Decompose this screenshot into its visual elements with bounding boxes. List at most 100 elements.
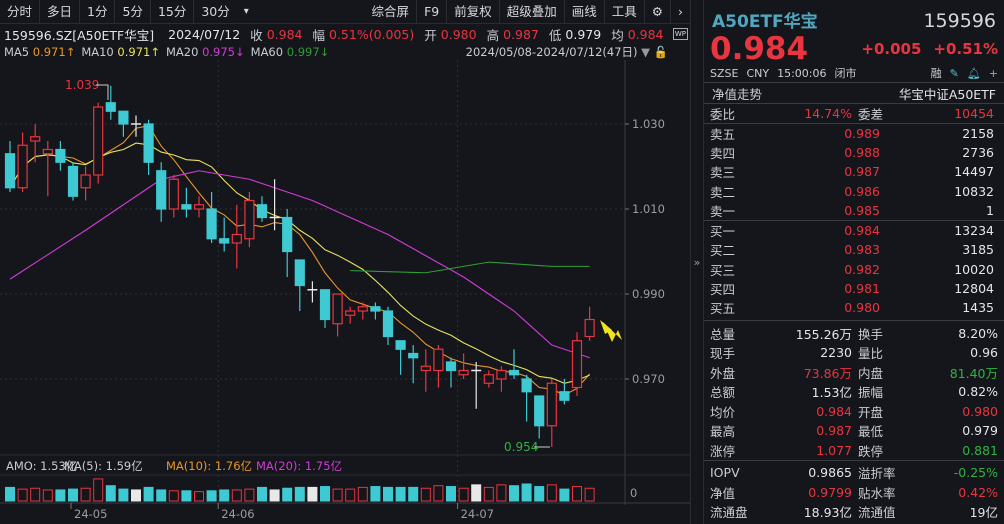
kline-chart[interactable]: 1.030 1.010 0.990 0.970 24-05 24-06 24-07 1.0…: [0, 0, 690, 524]
bid-row[interactable]: 买二 0.983 3185: [704, 240, 1004, 259]
date-tick-label: 24-07: [461, 507, 494, 521]
tracked-index: 华宝中证A50ETF: [898, 86, 996, 102]
tab-multi-day[interactable]: 多日: [40, 0, 81, 24]
volume-bar: [206, 490, 217, 502]
add-icon[interactable]: +: [988, 66, 998, 80]
volume-bar: [496, 484, 507, 502]
price-tick-label: 1.010: [632, 202, 665, 216]
bid-qty: 10020: [954, 261, 994, 277]
volume-axis-zero: 0: [630, 486, 637, 500]
chevron-right-icon[interactable]: ›: [678, 3, 683, 19]
stats-table: 总量 155.26万 换手 8.20% 现手 2230 量比 0.96 外盘 73.86万 内盘 81…: [704, 320, 1004, 460]
margin-badge: 融: [930, 67, 942, 80]
composite-screen-button[interactable]: 综合屏: [365, 0, 418, 24]
tab-5min[interactable]: 5分: [115, 0, 151, 24]
volume-bar: [345, 488, 356, 502]
draw-line-button[interactable]: 画线: [565, 0, 605, 24]
volume-bar: [17, 488, 28, 502]
ask-row[interactable]: 卖五 0.989 2158: [704, 124, 1004, 143]
price-tick-label: 0.970: [632, 372, 665, 386]
stat-label: 涨停: [710, 443, 736, 459]
candle-body-up: [17, 144, 28, 189]
stat-row: 总量 155.26万 换手 8.20%: [704, 323, 1004, 343]
volume-bar: [483, 486, 494, 502]
ask-row[interactable]: 卖四 0.988 2736: [704, 143, 1004, 162]
tools-button[interactable]: 工具: [605, 0, 645, 24]
candle-body-up: [80, 174, 91, 189]
vol-ma10-label: MA(10): 1.76亿: [166, 459, 252, 473]
bid-row[interactable]: 买一 0.984 13234: [704, 221, 1004, 240]
candle-body-up: [244, 199, 255, 240]
close-value: 0.984: [266, 26, 303, 42]
tab-1min[interactable]: 1分: [80, 0, 116, 24]
ma5-value: 0.971↑: [32, 45, 76, 59]
ask-label: 卖一: [710, 203, 736, 219]
volume-bar: [194, 491, 204, 502]
bid-qty: 13234: [954, 223, 994, 239]
bid-row[interactable]: 买三 0.982 10020: [704, 260, 1004, 279]
tab-intraday[interactable]: 分时: [0, 0, 41, 24]
gear-icon[interactable]: ⚙: [645, 0, 671, 24]
ask-label: 卖四: [710, 145, 736, 161]
ask-qty: 14497: [954, 164, 994, 180]
candle-body-up: [168, 178, 179, 210]
panel-collapse-button[interactable]: »: [690, 0, 704, 524]
candle-body-up: [30, 136, 41, 142]
bar-date: 2024/07/12: [168, 26, 241, 42]
candle-body-up: [357, 306, 368, 312]
vol-ma20-label: MA(20): 1.75亿: [256, 459, 342, 473]
candle-body-down: [534, 395, 545, 427]
vol-ma5-label: MA(5): 1.59亿: [64, 459, 143, 473]
edit-icon[interactable]: ✎: [949, 66, 959, 80]
change-label: 幅: [312, 27, 325, 43]
stat-label: 现手: [710, 346, 736, 362]
volume-bar: [546, 484, 557, 502]
stat-value: 73.86万: [803, 365, 852, 381]
overlay-button[interactable]: 超级叠加: [500, 0, 565, 24]
candle-body-down: [445, 361, 457, 372]
candle-body-down: [370, 306, 381, 312]
stat-label: IOPV: [710, 465, 740, 481]
avg-value: 0.984: [627, 26, 664, 42]
open-label: 开: [424, 27, 437, 43]
stat-value: 0.984: [816, 403, 852, 419]
volume-bar: [458, 487, 469, 502]
stat-row: IOPV 0.9865 溢折率 -0.25%: [704, 463, 1004, 483]
volume-bar: [105, 485, 116, 502]
tab-15min[interactable]: 15分: [151, 0, 195, 24]
grid: [0, 60, 690, 509]
open-value: 0.980: [440, 26, 477, 42]
bid-label: 买一: [710, 224, 736, 240]
f9-button[interactable]: F9: [417, 0, 448, 24]
stat-row: 现手 2230 量比 0.96: [704, 343, 1004, 363]
bid-qty: 1435: [962, 300, 994, 316]
stat-value: 0.42%: [958, 484, 998, 500]
weicha-value: 10454: [954, 105, 994, 121]
period-dropdown-icon[interactable]: ▾: [243, 5, 249, 17]
ma60-label: MA60: [250, 45, 284, 59]
wp-icon[interactable]: WP: [672, 28, 688, 40]
volume-bar: [30, 487, 41, 502]
ask-row[interactable]: 卖一 0.985 1: [704, 201, 1004, 220]
volume-bar: [307, 486, 318, 502]
candle-body-down: [143, 123, 154, 163]
forward-adjust-button[interactable]: 前复权: [447, 0, 500, 24]
ask-label: 卖三: [710, 165, 736, 181]
stat-value: 0.82%: [958, 384, 998, 400]
lock-icon[interactable]: 🔓: [653, 45, 668, 59]
candle-body-up: [420, 365, 431, 372]
candle-body-down: [181, 204, 192, 210]
bell-icon[interactable]: 🔔︎: [966, 66, 981, 80]
bid-row[interactable]: 买四 0.981 12804: [704, 279, 1004, 298]
candle-body-up: [546, 382, 557, 427]
ask-price: 0.986: [844, 183, 880, 199]
ma-lines: [9, 125, 591, 396]
stat-value: 0.979: [962, 423, 998, 439]
bid-row[interactable]: 买五 0.980 1435: [704, 298, 1004, 317]
ask-row[interactable]: 卖二 0.986 10832: [704, 181, 1004, 200]
nav-trend-tab[interactable]: 净值走势: [712, 86, 763, 102]
date-range-selector[interactable]: 2024/05/08-2024/07/12(47日) ▼ 🔓: [465, 45, 668, 59]
ask-row[interactable]: 卖三 0.987 14497: [704, 162, 1004, 181]
volume-bar: [572, 486, 582, 502]
tab-30min[interactable]: 30分: [201, 3, 230, 19]
